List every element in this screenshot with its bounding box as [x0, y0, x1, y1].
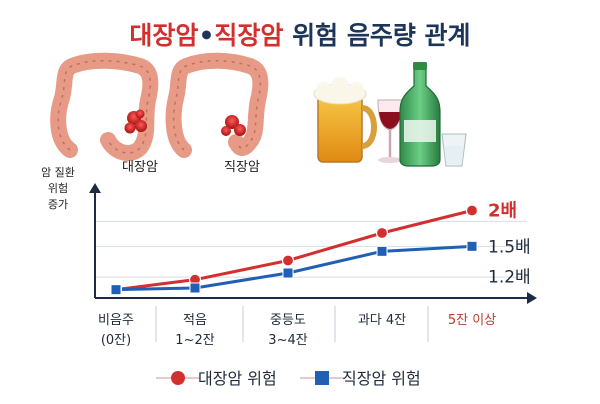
x-tick-label: 5잔 이상 — [448, 313, 496, 328]
data-point — [466, 240, 478, 252]
legend-label: 대장암 위험 — [198, 369, 277, 388]
y-axis-label-line: 증가 — [48, 198, 68, 211]
x-axis-arrow — [527, 292, 537, 304]
rectum-label: 직장암 — [224, 160, 260, 175]
beer-wine-soju-icon — [313, 62, 467, 167]
colon-label: 대장암 — [122, 160, 158, 175]
x-tick-label: 비음주 — [98, 313, 134, 328]
value-label: 2배 — [488, 201, 517, 222]
y-axis-label-line: 암 질환 — [41, 166, 75, 179]
chart-title: 대장암•직장암 위험 음주량 관계 — [129, 21, 470, 50]
colon-organ-icon — [50, 52, 159, 162]
x-tick-label: 중등도 — [270, 313, 306, 328]
value-labels: 2배 1.5배 1.2배 — [488, 201, 531, 288]
value-label: 1.2배 — [488, 267, 531, 287]
data-point — [189, 282, 201, 294]
x-tick-label: 1~2잔 — [175, 333, 214, 348]
series-markers — [109, 204, 479, 296]
x-tick-labels: 비음주 (0잔) 적음 1~2잔 중등도 3~4잔 과다 4잔 5잔 이상 — [98, 313, 496, 348]
x-tick-label: 적음 — [183, 313, 207, 328]
legend-marker — [171, 371, 185, 385]
data-point — [281, 254, 295, 267]
x-tick-label: (0잔) — [101, 333, 131, 348]
y-axis-label: 암 질환 위험 증가 — [41, 166, 75, 211]
data-point — [465, 204, 479, 217]
legend-label: 직장암 위험 — [342, 369, 421, 388]
legend: 대장암 위험 직장암 위험 — [156, 369, 421, 388]
series-lines — [115, 209, 473, 292]
rectum-organ-icon — [165, 52, 269, 158]
data-point — [110, 284, 122, 296]
x-tick-label: 과다 4잔 — [358, 313, 406, 328]
data-point — [282, 267, 294, 279]
axes — [89, 183, 537, 342]
value-label: 1.5배 — [488, 237, 531, 257]
x-tick-label: 3~4잔 — [268, 333, 307, 348]
y-axis-arrow — [89, 183, 101, 193]
data-point — [375, 226, 389, 240]
y-axis-label-line: 위험 — [48, 182, 68, 195]
legend-marker — [315, 371, 329, 385]
data-point — [376, 245, 388, 257]
